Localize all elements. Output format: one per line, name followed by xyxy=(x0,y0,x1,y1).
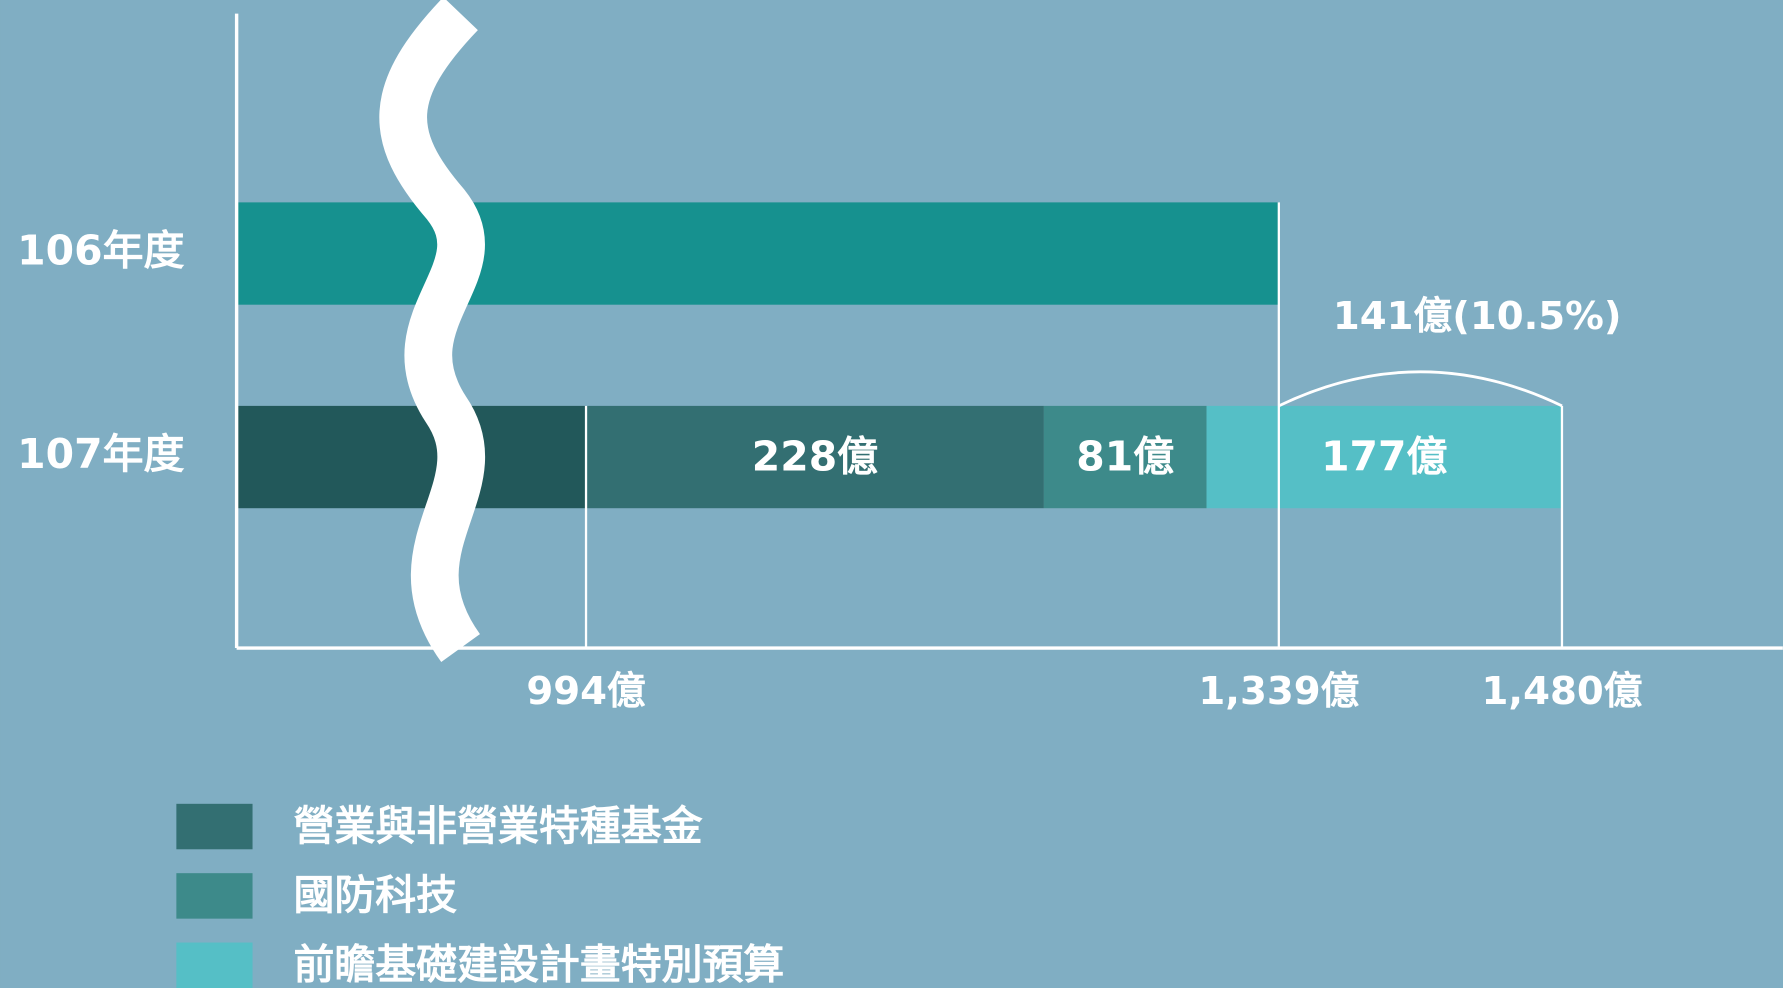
bar-segment xyxy=(236,405,587,509)
y-category-label: 107年度 xyxy=(17,430,184,478)
y-category-label: 106年度 xyxy=(17,227,184,275)
legend-swatch xyxy=(176,873,253,919)
x-tick-label: 1,339億 xyxy=(1198,669,1359,714)
value-label: 81億 xyxy=(1076,432,1174,480)
x-tick-label: 994億 xyxy=(526,669,646,714)
bar-segment xyxy=(1043,405,1207,509)
legend-swatch xyxy=(176,803,253,850)
axis-break xyxy=(379,0,486,663)
bar-segment xyxy=(236,202,1279,305)
annotation: 141億(10.5%) xyxy=(1333,294,1622,339)
value-label: 228億 xyxy=(752,432,878,480)
legend-swatch xyxy=(176,942,253,988)
legend-label: 前瞻基礎建設計畫特別預算 xyxy=(293,941,784,988)
value-label: 177億 xyxy=(1321,432,1447,480)
legend-label: 國防科技 xyxy=(293,871,457,919)
annotation-arc xyxy=(1278,370,1563,408)
bar-segment xyxy=(586,405,1044,509)
x-tick-label: 1,480億 xyxy=(1482,669,1643,714)
bar-segment xyxy=(1206,405,1562,509)
legend-label: 營業與非營業特種基金 xyxy=(293,802,702,850)
